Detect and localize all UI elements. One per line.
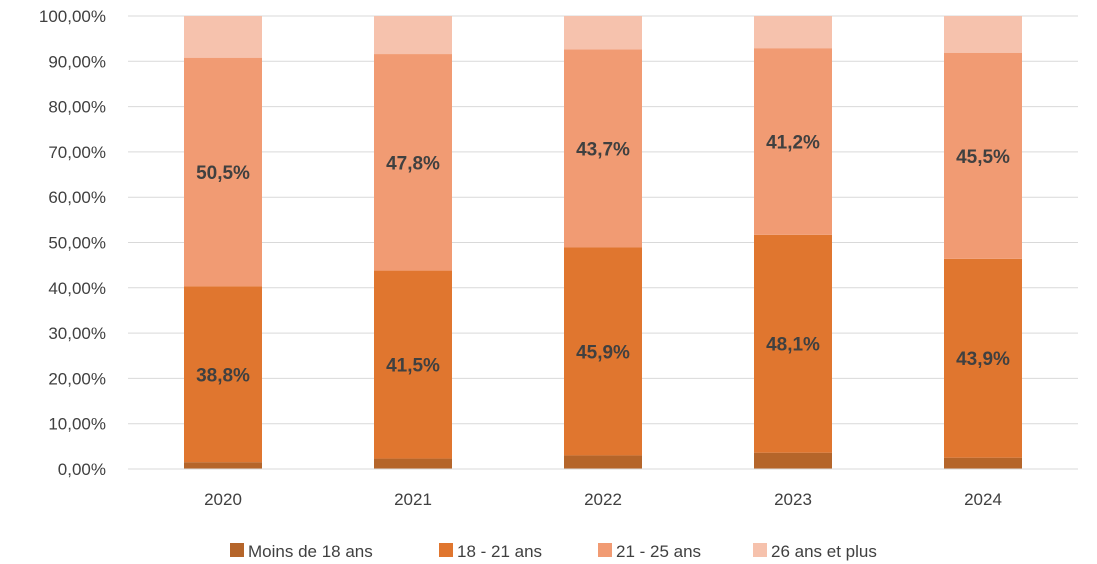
legend-swatch [439,543,453,557]
bars [184,16,1022,469]
y-tick-label: 40,00% [48,279,106,298]
y-tick-label: 50,00% [48,234,106,253]
x-tick-label: 2020 [204,490,242,509]
bar-segment [564,16,642,50]
bar-segment [374,54,452,271]
bar-segment [944,52,1022,259]
x-axis-tick-labels: 2020 2021 2022 2023 2024 [204,490,1002,509]
x-tick-label: 2024 [964,490,1002,509]
bar-segment [754,48,832,235]
bar-segment [184,286,262,463]
data-label: 48,1% [766,335,820,356]
bar-segment [754,234,832,453]
data-label: 43,7% [576,140,630,161]
data-label: 38,8% [196,365,250,386]
y-tick-label: 80,00% [48,98,106,117]
legend-label: 26 ans et plus [771,542,877,561]
bar-segment [754,16,832,49]
legend-swatch [230,543,244,557]
bar-segment [564,247,642,456]
legend-swatch [753,543,767,557]
y-tick-label: 10,00% [48,415,106,434]
bar-segment [374,270,452,459]
bar-segment [184,462,262,469]
legend-label: 18 - 21 ans [457,542,542,561]
bar-segment [754,452,832,469]
y-tick-label: 90,00% [48,52,106,71]
legend: Moins de 18 ans 18 - 21 ans 21 - 25 ans 26 … [230,542,877,561]
data-label: 41,5% [386,356,440,377]
bar-segment [184,16,262,58]
data-label: 47,8% [386,153,440,174]
data-label: 50,5% [196,163,250,184]
data-label: 45,5% [956,147,1010,168]
y-tick-label: 70,00% [48,143,106,162]
bar-segment [184,57,262,287]
legend-label: Moins de 18 ans [248,542,373,561]
data-labels: 38,8% 50,5% 41,5% 47,8% 45,9% 43,7% 48,1% 41,2%… [196,132,1010,386]
y-tick-label: 30,00% [48,324,106,343]
data-label: 43,9% [956,349,1010,370]
bar-segment [564,455,642,469]
x-tick-label: 2021 [394,490,432,509]
data-label: 41,2% [766,132,820,153]
bar-segment [374,16,452,55]
y-tick-label: 100,00% [39,7,106,26]
legend-label: 21 - 25 ans [616,542,701,561]
y-tick-label: 60,00% [48,188,106,207]
bar-segment [564,49,642,248]
x-tick-label: 2022 [584,490,622,509]
x-tick-label: 2023 [774,490,812,509]
bar-segment [944,16,1022,53]
bar-segment [944,258,1022,458]
legend-swatch [598,543,612,557]
y-axis-tick-labels: 0,00% 10,00% 20,00% 30,00% 40,00% 50,00% 60,00… [39,7,106,479]
y-tick-label: 20,00% [48,369,106,388]
y-tick-label: 0,00% [58,460,106,479]
bar-segment [944,457,1022,469]
data-label: 45,9% [576,342,630,363]
bar-segment [374,458,452,469]
